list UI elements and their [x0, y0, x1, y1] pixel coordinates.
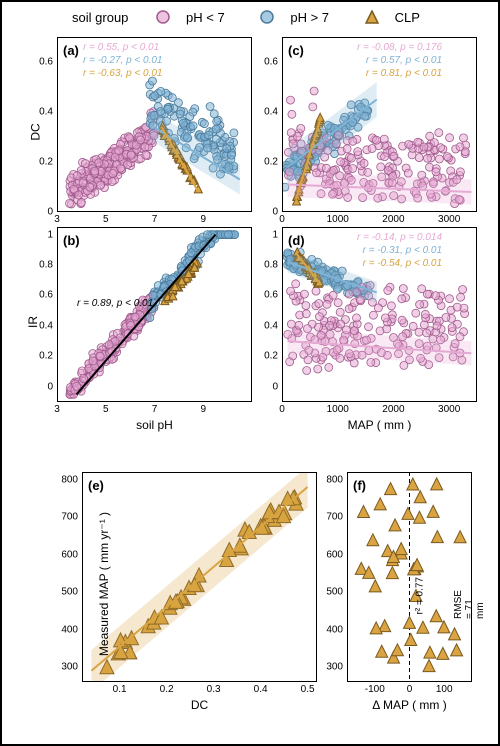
panel-c: (c)00.20.40.60100020003000r = -0.08, p =… — [282, 37, 477, 212]
ytick: 0.4 — [248, 320, 282, 331]
xtick: 3 — [37, 212, 77, 225]
stats-block: r = 0.89, p < 0.01 — [77, 297, 153, 310]
xtick: 9 — [183, 402, 223, 415]
ytick: 0.6 — [248, 290, 282, 301]
stat-line: r = -0.27, p < 0.01 — [83, 54, 163, 67]
figure-root: soil group pH < 7 pH > 7 CLP (a)00.20.40… — [0, 0, 500, 746]
panel-border — [347, 472, 472, 682]
xtick: 9 — [183, 212, 223, 225]
ylabel: DC — [29, 123, 43, 140]
legend-item-2: CLP — [357, 10, 428, 25]
annot-r2: r² = 0.77 — [415, 577, 426, 615]
ytick: 0.2 — [248, 351, 282, 362]
stats-block: r = 0.55, p < 0.01r = -0.27, p < 0.01r =… — [83, 41, 163, 80]
panel-b: (b)00.20.40.60.813579r = 0.89, p < 0.01I… — [57, 227, 252, 402]
ytick: 600 — [313, 549, 347, 560]
xtick: 0 — [262, 212, 302, 225]
panel-a: (a)00.20.40.63579r = 0.55, p < 0.01r = -… — [57, 37, 252, 212]
panel-border — [82, 472, 317, 682]
ytick: 0.8 — [23, 260, 57, 271]
xtick: 7 — [135, 402, 175, 415]
ytick: 700 — [313, 512, 347, 523]
ytick: 300 — [48, 662, 82, 673]
xtick: 3000 — [429, 402, 469, 415]
panel-border — [57, 227, 252, 402]
xtick: 0.4 — [241, 682, 281, 695]
ytick: 800 — [48, 474, 82, 485]
ytick: 0.8 — [248, 260, 282, 271]
ytick: 600 — [48, 549, 82, 560]
ytick: 0.4 — [248, 107, 282, 118]
ytick: 800 — [313, 474, 347, 485]
stat-line: r = -0.63, p < 0.01 — [83, 67, 163, 80]
panel-label: (f) — [353, 478, 366, 493]
ytick: 0.4 — [23, 107, 57, 118]
xtick: 0.1 — [100, 682, 140, 695]
xtick: 1000 — [318, 402, 358, 415]
ytick: 0 — [23, 381, 57, 392]
xtick: 0.2 — [147, 682, 187, 695]
legend: soil group pH < 7 pH > 7 CLP — [2, 10, 498, 27]
stat-line: r = 0.89, p < 0.01 — [77, 297, 153, 310]
panel-label: (e) — [88, 478, 104, 493]
ylabel: Measured MAP ( mm yr⁻¹ ) — [97, 512, 111, 656]
stat-line: r = -0.31, p < 0.01 — [357, 244, 442, 257]
ytick: 300 — [313, 662, 347, 673]
xtick: 5 — [86, 402, 126, 415]
stat-line: r = 0.55, p < 0.01 — [83, 41, 163, 54]
panel-f: (f)300400500600700800-1000100r² = 0.77RM… — [347, 472, 472, 682]
stats-block: r = -0.14, p = 0.014r = -0.31, p < 0.01r… — [357, 231, 442, 270]
ytick: 0.2 — [23, 351, 57, 362]
ytick: 1 — [248, 229, 282, 240]
ytick: 0.6 — [23, 290, 57, 301]
xtick: 100 — [424, 682, 464, 695]
panel-d: (d)00.20.40.60.810100020003000r = -0.14,… — [282, 227, 477, 402]
legend-title: soil group — [72, 10, 128, 25]
xlabel: soil pH — [57, 418, 252, 432]
ytick: 1 — [23, 229, 57, 240]
stat-line: r = -0.08, p = 0.176 — [357, 41, 442, 54]
xtick: 3000 — [429, 212, 469, 225]
panel-label: (d) — [288, 233, 305, 248]
ytick: 0.6 — [23, 57, 57, 68]
xtick: 7 — [135, 212, 175, 225]
ytick: 400 — [313, 624, 347, 635]
stats-block: r = -0.08, p = 0.176r = 0.57, p < 0.01r … — [357, 41, 442, 80]
stat-line: r = 0.57, p < 0.01 — [357, 54, 442, 67]
xlabel: MAP ( mm ) — [282, 418, 477, 432]
annot-rmse: RMSE = 71 mm — [453, 590, 486, 619]
panel-label: (b) — [63, 233, 80, 248]
legend-item-0: pH < 7 — [148, 10, 233, 25]
xtick: 1000 — [318, 212, 358, 225]
ytick: 0.2 — [23, 157, 57, 168]
stat-line: r = -0.14, p = 0.014 — [357, 231, 442, 244]
xlabel: DC — [82, 698, 317, 712]
ytick: 500 — [48, 587, 82, 598]
legend-item-1: pH > 7 — [252, 10, 337, 25]
stat-line: r = -0.54, p < 0.01 — [357, 257, 442, 270]
stat-line: r = 0.81, p < 0.01 — [357, 67, 442, 80]
xtick: 3 — [37, 402, 77, 415]
xlabel: Δ MAP ( mm ) — [347, 698, 472, 712]
xtick: 2000 — [373, 402, 413, 415]
xtick: 0 — [262, 402, 302, 415]
xtick: 2000 — [373, 212, 413, 225]
ytick: 500 — [313, 587, 347, 598]
ytick: 700 — [48, 512, 82, 523]
panel-label: (a) — [63, 43, 79, 58]
ytick: 0 — [248, 381, 282, 392]
panel-e: (e)3004005006007008000.10.20.30.40.5Meas… — [82, 472, 317, 682]
ytick: 0.2 — [248, 157, 282, 168]
ylabel: IR — [26, 316, 40, 328]
ytick: 400 — [48, 624, 82, 635]
xtick: 0.3 — [194, 682, 234, 695]
xtick: 5 — [86, 212, 126, 225]
ytick: 0.6 — [248, 57, 282, 68]
panel-label: (c) — [288, 43, 304, 58]
xtick: 0.5 — [288, 682, 328, 695]
